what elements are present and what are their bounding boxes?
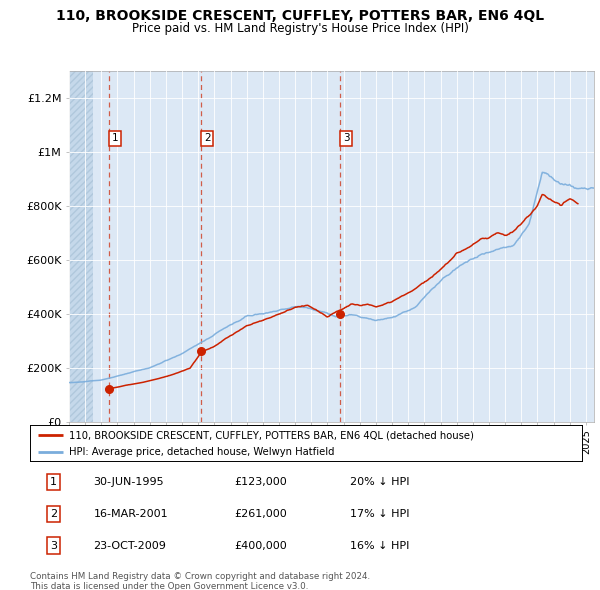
- Text: 30-JUN-1995: 30-JUN-1995: [94, 477, 164, 487]
- Text: 3: 3: [50, 540, 57, 550]
- Text: £123,000: £123,000: [234, 477, 287, 487]
- Text: 16% ↓ HPI: 16% ↓ HPI: [350, 540, 410, 550]
- Bar: [69, 71, 93, 422]
- Text: Price paid vs. HM Land Registry's House Price Index (HPI): Price paid vs. HM Land Registry's House …: [131, 22, 469, 35]
- Text: Contains HM Land Registry data © Crown copyright and database right 2024.: Contains HM Land Registry data © Crown c…: [30, 572, 370, 581]
- Text: 2: 2: [204, 133, 211, 143]
- Text: 16-MAR-2001: 16-MAR-2001: [94, 509, 168, 519]
- Text: 17% ↓ HPI: 17% ↓ HPI: [350, 509, 410, 519]
- Text: 1: 1: [50, 477, 57, 487]
- Text: 2: 2: [50, 509, 57, 519]
- Text: 110, BROOKSIDE CRESCENT, CUFFLEY, POTTERS BAR, EN6 4QL (detached house): 110, BROOKSIDE CRESCENT, CUFFLEY, POTTER…: [68, 430, 473, 440]
- Text: This data is licensed under the Open Government Licence v3.0.: This data is licensed under the Open Gov…: [30, 582, 308, 590]
- Text: HPI: Average price, detached house, Welwyn Hatfield: HPI: Average price, detached house, Welw…: [68, 447, 334, 457]
- Text: 1: 1: [112, 133, 118, 143]
- Text: 3: 3: [343, 133, 349, 143]
- Text: 20% ↓ HPI: 20% ↓ HPI: [350, 477, 410, 487]
- Text: £400,000: £400,000: [234, 540, 287, 550]
- Text: £261,000: £261,000: [234, 509, 287, 519]
- Text: 23-OCT-2009: 23-OCT-2009: [94, 540, 166, 550]
- Text: 110, BROOKSIDE CRESCENT, CUFFLEY, POTTERS BAR, EN6 4QL: 110, BROOKSIDE CRESCENT, CUFFLEY, POTTER…: [56, 9, 544, 23]
